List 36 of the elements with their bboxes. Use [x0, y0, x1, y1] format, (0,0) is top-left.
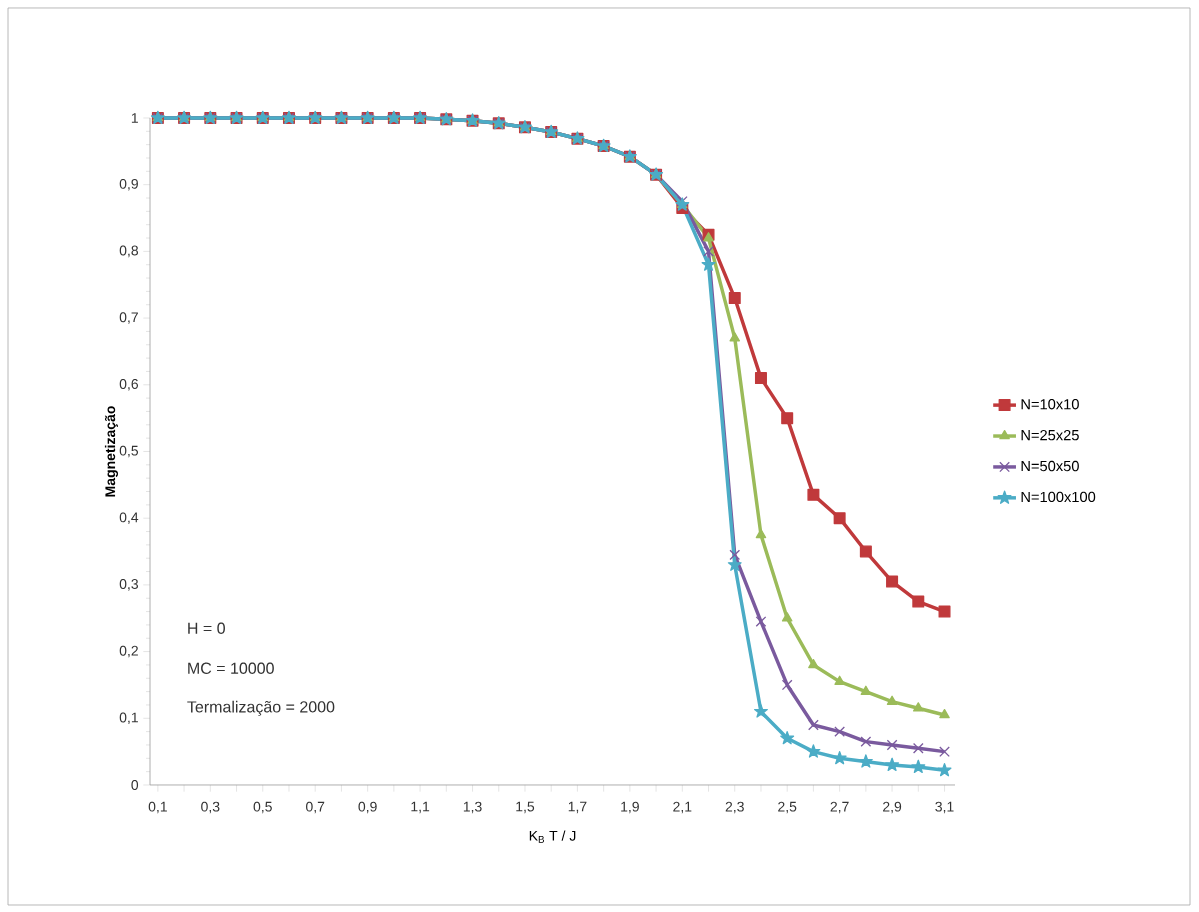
- y-tick-label: 0: [131, 780, 139, 790]
- annotation: MC = 10000: [188, 662, 274, 674]
- x-tick-label: 0,1: [148, 801, 167, 814]
- y-tick-label: 0,3: [119, 579, 139, 591]
- x-tick-label: 1,1: [411, 801, 430, 814]
- y-tick-label: 1: [131, 113, 138, 123]
- x-axis-title: K$_{B}$ T / J: [529, 830, 576, 843]
- annotation: Termalização = 2000: [187, 700, 335, 716]
- legend-label: N=25x25: [1021, 429, 1079, 441]
- legend-label: N=10x10: [1021, 399, 1079, 410]
- x-tick-label: 1,9: [621, 801, 639, 814]
- x-tick-label: 3,1: [935, 801, 954, 814]
- legend-label: N=100x100: [1021, 491, 1096, 503]
- annotation: H = 0: [188, 622, 225, 634]
- x-tick-label: 2,7: [830, 801, 849, 814]
- x-tick-label: 0,9: [358, 801, 377, 814]
- legend-label: N=50x50: [1021, 460, 1079, 472]
- x-tick-label: 1,3: [463, 801, 482, 814]
- y-axis-title: Magnetização: [104, 406, 119, 497]
- x-tick-label: 0,3: [201, 801, 220, 814]
- x-tick-label: 2,9: [883, 801, 902, 814]
- y-tick-label: 0,7: [119, 312, 138, 324]
- y-tick-label: 0,5: [119, 445, 139, 458]
- x-tick-label: 2,3: [725, 801, 744, 814]
- y-tick-label: 0,1: [119, 712, 138, 725]
- x-tick-label: 2,1: [673, 801, 692, 814]
- x-tick-label: 1,5: [516, 801, 535, 814]
- y-tick-label: 0,6: [119, 379, 139, 391]
- y-tick-label: 0,2: [119, 645, 138, 658]
- x-tick-label: 1,7: [568, 801, 587, 814]
- x-tick-label: 0,7: [306, 801, 325, 814]
- x-tick-label: 2,5: [778, 801, 797, 814]
- x-tick-label: 0,5: [253, 801, 272, 814]
- y-tick-label: 0,9: [119, 178, 138, 191]
- y-tick-label: 0,8: [119, 245, 139, 258]
- y-tick-label: 0,4: [119, 512, 139, 524]
